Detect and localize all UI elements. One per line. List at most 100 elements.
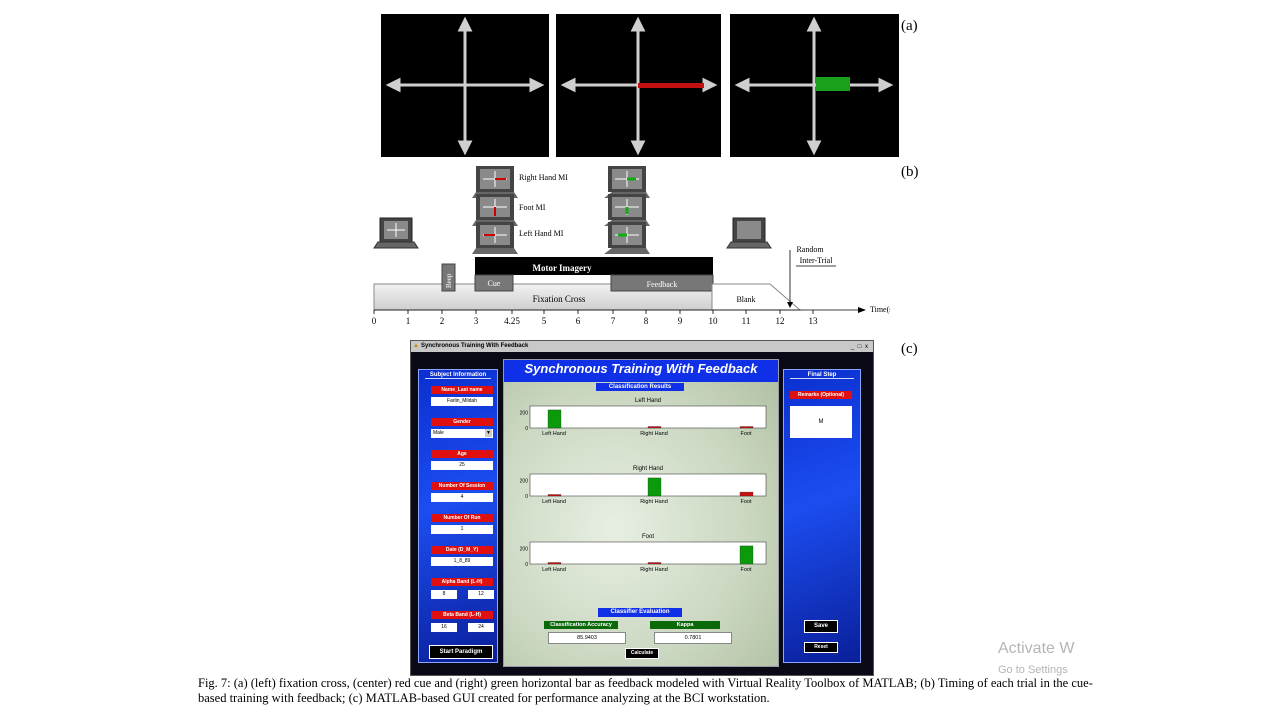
- beta-band-label: Beta Band (L-H): [431, 611, 493, 619]
- date-input[interactable]: 1_8_89: [431, 557, 493, 566]
- red-cue-graphic: [560, 16, 718, 156]
- panel-label-c: (c): [901, 341, 918, 357]
- time-tick-label: 3: [474, 316, 479, 326]
- time-tick-label: 6: [576, 316, 581, 326]
- chart-bar: [647, 477, 662, 497]
- chart-category-label: Foot: [740, 431, 751, 437]
- activate-watermark-line2: Go to Settings: [998, 664, 1068, 676]
- panel-label-a: (a): [901, 18, 918, 34]
- kappa-value: 0.7801: [654, 632, 732, 644]
- green-feedback-panel: [730, 14, 899, 157]
- time-tick-label: 0: [372, 316, 377, 326]
- classifier-evaluation-title: Classifier Evaluation: [598, 608, 682, 617]
- run-label: Number Of Run: [431, 514, 493, 522]
- time-tick-label: 7: [611, 316, 616, 326]
- feedback-label: Feedback: [647, 280, 678, 289]
- green-feedback-graphic: [734, 16, 894, 156]
- start-paradigm-button[interactable]: Start Paradigm: [429, 645, 493, 659]
- time-tick-label: 11: [742, 316, 751, 326]
- classification-results-area: Synchronous Training With Feedback Class…: [503, 359, 779, 667]
- chart-plot-area: [529, 405, 767, 429]
- gender-value: Male: [433, 430, 444, 436]
- chart-ytick-label: 200: [520, 478, 529, 484]
- chart-bar: [647, 562, 662, 565]
- accuracy-value: 85.9403: [548, 632, 626, 644]
- cue-monitor-stack: [472, 166, 518, 254]
- red-cue-panel: [556, 14, 721, 157]
- name-input[interactable]: Farlin_Mildah: [431, 397, 493, 406]
- time-tick-label: 13: [809, 316, 819, 326]
- time-tick-label: 4.25: [504, 316, 520, 326]
- chart-bar: [547, 562, 562, 565]
- trial-timing-diagram: Right Hand MI Foot MI Left Hand MI Fixat…: [372, 166, 890, 326]
- calculate-button[interactable]: Calculate: [625, 648, 659, 659]
- final-step-title: Final Step: [790, 372, 854, 379]
- chart-bar: [739, 545, 754, 565]
- motor-imagery-label: Motor Imagery: [532, 263, 592, 273]
- accuracy-label: Classification Accuracy: [544, 621, 618, 629]
- time-axis-ticks: 0 1 2 3 4.25 5 6 7 8 9 10 11 12 13: [372, 310, 818, 326]
- kappa-label: Kappa: [650, 621, 720, 629]
- random-label-1: Random: [796, 245, 824, 254]
- fixation-cross-panel: [381, 14, 549, 157]
- session-input[interactable]: 4: [431, 493, 493, 502]
- chart-bar: [547, 494, 562, 497]
- chart-category-label: Right Hand: [640, 499, 668, 505]
- matlab-logo-icon: ▲: [413, 343, 419, 349]
- save-button[interactable]: Save: [804, 620, 838, 633]
- feedback-monitor-stack: [604, 166, 650, 254]
- subject-information-title: Subject Information: [425, 372, 491, 379]
- gui-window-controls[interactable]: _ □ x: [850, 344, 869, 350]
- gender-select[interactable]: Male ▼: [431, 429, 493, 438]
- chart-ytick-label: 200: [520, 410, 529, 416]
- mi-label-right-hand: Right Hand MI: [519, 173, 568, 182]
- matlab-gui-window: ▲ Synchronous Training With Feedback _ □…: [410, 340, 874, 676]
- beta-band-low-input[interactable]: 16: [431, 623, 457, 632]
- random-label-2: Inter-Trial: [800, 256, 834, 265]
- fixation-cross-graphic: [385, 16, 545, 156]
- mi-label-foot: Foot MI: [519, 203, 546, 212]
- gui-titlebar: ▲ Synchronous Training With Feedback _ □…: [411, 341, 873, 352]
- red-cue-bar: [638, 83, 704, 88]
- chart-ytick-label: 0: [525, 494, 528, 500]
- alpha-band-high-input[interactable]: 12: [468, 590, 494, 599]
- chart-bar: [739, 426, 754, 429]
- time-tick-label: 5: [542, 316, 547, 326]
- run-input[interactable]: 1: [431, 525, 493, 534]
- chart-title: Foot: [642, 534, 654, 540]
- final-step-panel: Final Step Remarks (Optional) M Save Res…: [783, 369, 861, 663]
- age-input[interactable]: 25: [431, 461, 493, 470]
- name-label: Name_Last name: [431, 386, 493, 394]
- chart-bar: [547, 409, 562, 429]
- chevron-down-icon[interactable]: ▼: [485, 429, 492, 437]
- time-tick-label: 1: [406, 316, 411, 326]
- time-tick-label: 9: [678, 316, 683, 326]
- classification-results-title: Classification Results: [596, 383, 684, 391]
- alpha-band-label: Alpha Band (L-H): [431, 578, 493, 586]
- chart-category-label: Left Hand: [542, 431, 566, 437]
- chart-category-label: Right Hand: [640, 567, 668, 573]
- chart-ytick-label: 200: [520, 546, 529, 552]
- date-label: Date (D_M_Y): [431, 546, 493, 554]
- fixation-cross-label: Fixation Cross: [533, 294, 586, 304]
- monitor-icon-blank: [726, 217, 772, 249]
- time-tick-label: 8: [644, 316, 649, 326]
- chart-category-label: Foot: [740, 567, 751, 573]
- cue-label: Cue: [488, 279, 501, 288]
- time-tick-label: 12: [776, 316, 785, 326]
- chart-ytick-label: 0: [525, 426, 528, 432]
- remarks-input[interactable]: M: [790, 406, 852, 438]
- chart-plot-area: [529, 541, 767, 565]
- chart-category-label: Right Hand: [640, 431, 668, 437]
- chart-category-label: Left Hand: [542, 567, 566, 573]
- chart-category-label: Left Hand: [542, 499, 566, 505]
- remarks-label: Remarks (Optional): [790, 391, 852, 399]
- gui-window-title: Synchronous Training With Feedback: [421, 343, 529, 349]
- beta-band-high-input[interactable]: 24: [468, 623, 494, 632]
- mi-label-left-hand: Left Hand MI: [519, 229, 564, 238]
- time-tick-label: 2: [440, 316, 445, 326]
- reset-button[interactable]: Reset: [804, 642, 838, 653]
- time-tick-label: 10: [709, 316, 719, 326]
- alpha-band-low-input[interactable]: 8: [431, 590, 457, 599]
- age-label: Age: [431, 450, 493, 458]
